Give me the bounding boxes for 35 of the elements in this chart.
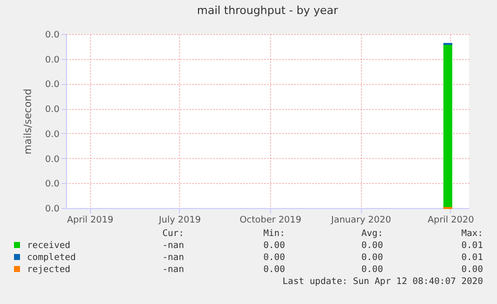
legend-label: received xyxy=(27,241,70,251)
y-tick-label: 0.0 xyxy=(45,180,60,190)
text: Avg: xyxy=(361,229,383,239)
x-tick-label: July 2019 xyxy=(158,216,202,226)
text: -nan xyxy=(162,253,184,263)
text: -nan xyxy=(162,265,184,275)
text: Min: xyxy=(263,229,285,239)
text: -nan xyxy=(162,241,184,251)
text: 0.00 xyxy=(461,265,483,275)
text: Last update: Sun Apr 12 08:40:07 2020 xyxy=(282,277,483,287)
y-tick-label: 0.0 xyxy=(45,55,60,66)
text: Max: xyxy=(461,229,483,239)
text: 0.00 xyxy=(361,265,383,275)
y-tick-label: 0.0 xyxy=(45,204,60,214)
text: 0.00 xyxy=(361,241,383,251)
x-tick-label: January 2020 xyxy=(330,216,392,226)
y-tick-label: 0.0 xyxy=(45,80,60,90)
text: 0.01 xyxy=(461,253,483,263)
legend-label: completed xyxy=(27,253,76,263)
x-tick-label: October 2019 xyxy=(240,216,302,226)
chart-title: mail throughput - by year xyxy=(196,4,338,17)
y-tick-label: 0.0 xyxy=(45,30,60,40)
y-axis-title: mails/second xyxy=(23,88,34,154)
text: 0.00 xyxy=(263,241,285,251)
text: 0.00 xyxy=(263,265,285,275)
legend-label: rejected xyxy=(27,265,70,275)
y-tick-label: 0.0 xyxy=(45,154,60,165)
x-tick-label: April 2019 xyxy=(66,216,114,226)
y-tick-label: 0.0 xyxy=(45,130,60,140)
text: 0.01 xyxy=(461,241,483,251)
text: 0.00 xyxy=(263,253,285,263)
y-tick-label: 0.0 xyxy=(45,105,60,116)
x-tick-label: April 2020 xyxy=(428,216,474,226)
text: 0.00 xyxy=(361,253,383,263)
text: Cur: xyxy=(162,229,184,239)
